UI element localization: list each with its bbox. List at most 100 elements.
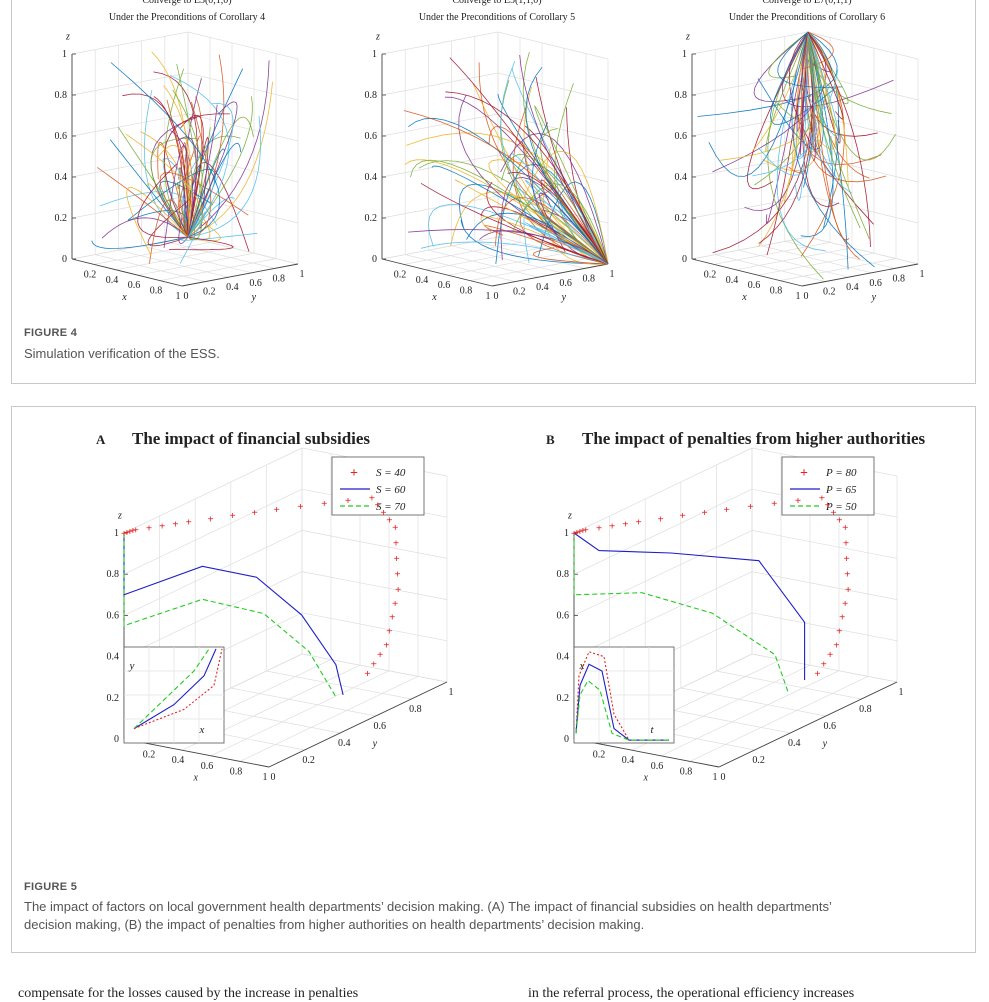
figure-5-marker-high: +: [133, 524, 139, 536]
figure-4-trajectory: [807, 31, 896, 161]
figure-5-panel-A-z-tick-label: 0: [114, 734, 119, 745]
figure-5-panel-B-z-tick-label: 0.2: [557, 693, 570, 704]
figure-4-trajectory: [807, 31, 849, 105]
figure-4-x-tick-label: 0.6: [438, 280, 451, 291]
figure-5-inset-curve: [575, 663, 669, 741]
figure-5-curve-medium: [573, 532, 806, 680]
figure-4-trajectory: [458, 183, 609, 265]
figure-4-panel-1: Converge to E3(0,1,0) Under the Precondit…: [55, 0, 305, 303]
figure-4-trajectory: [122, 93, 189, 238]
figure-5-panel-A-z-tick-label: 0.4: [107, 652, 120, 663]
figure-4-z-axis-label: z: [375, 32, 380, 43]
figure-4-trajectory: [501, 154, 609, 265]
figure-4-trajectory: [783, 31, 809, 203]
figure-5-panel-A-z-axis-label: z: [117, 511, 122, 522]
figure-5-marker-high: +: [771, 498, 777, 510]
figure-4-grid-line: [71, 154, 189, 178]
figure-4-x-tick-label: 0.8: [770, 286, 783, 297]
figure-4-z-tick-label: 0.4: [675, 172, 688, 183]
figure-4-z-tick-label: 1: [682, 49, 687, 60]
figure-5-legend-label: S = 40: [376, 467, 406, 479]
figure-4-z-axis-label: z: [685, 32, 690, 43]
figure-5-panel-A-z-tick-label: 1: [114, 528, 119, 539]
figure-4-grid-line: [95, 254, 206, 282]
figure-5-panel-A-grid-line: [266, 670, 412, 700]
figure-4-trajectory: [101, 217, 189, 239]
figure-5-marker-high: +: [825, 500, 831, 512]
figure-4-y-tick-label: 1: [920, 269, 925, 280]
figure-5-panel-A-grid-line: [301, 612, 448, 642]
figure-5-panel-B-y-tick-label: 0.2: [752, 755, 765, 766]
figure-4-trajectory: [187, 198, 211, 241]
figure-4-trajectory: [163, 85, 193, 238]
figure-4-trajectory: [799, 31, 809, 155]
figure-4-grid-line: [691, 236, 809, 260]
figure-4-caption: Simulation verification of the ESS.: [24, 346, 220, 361]
figure-4-y-tick-label: 0.6: [559, 278, 572, 289]
figure-4-y-axis: [801, 263, 919, 287]
figure-4-grid-line: [807, 236, 919, 265]
figure-5-legend-label: P = 50: [825, 501, 857, 513]
figure-4-trajectory: [187, 81, 273, 238]
figure-5-marker-high: +: [386, 514, 392, 526]
figure-5-marker-high: +: [172, 519, 178, 531]
figure-4-grid-line: [715, 254, 826, 282]
figure-4-grid-line: [118, 249, 229, 278]
figure-5-panel-A-x-tick-label: 0.6: [201, 761, 214, 772]
figure-4-y-axis: [491, 263, 609, 287]
figure-4-trajectory: [110, 62, 221, 238]
figure-5-marker-high: +: [383, 639, 389, 651]
figure-5-marker-high: +: [577, 526, 583, 538]
figure-5-inset-ylabel: x: [579, 660, 585, 672]
figure-5-marker-high: +: [369, 492, 375, 504]
figure-4-trajectory: [791, 31, 875, 268]
figure-5-panel-B-y-tick-label: 0: [721, 772, 726, 783]
figure-4-z-tick-label: 0.4: [55, 172, 68, 183]
figure-5-marker-high: +: [583, 524, 589, 536]
figure-4-grid-line: [497, 72, 609, 101]
figure-4-panel-title: Converge to E3(0,1,0): [142, 0, 231, 6]
figure-4-grid-line: [164, 241, 275, 269]
figure-4-y-tick-label: 0.8: [893, 273, 906, 284]
figure-5-marker-high: +: [121, 528, 127, 540]
figure-5-legend-label: P = 65: [825, 484, 857, 496]
figure-5-panel-B-z-tick-label: 0: [564, 734, 569, 745]
figure-4-grid-line: [497, 113, 609, 142]
figure-4-x-tick-label: 1: [176, 291, 181, 302]
figure-4-grid-line: [187, 72, 299, 101]
figure-4-trajectory: [403, 110, 609, 265]
figure-4-trajectory: [776, 31, 826, 251]
figure-4-y-tick-label: 0.4: [226, 282, 239, 293]
figure-4-trajectory: [126, 187, 189, 256]
figure-4-trajectory: [511, 183, 609, 265]
figure-4-trajectory: [528, 225, 609, 265]
figure-4-z-tick-label: 1: [62, 49, 67, 60]
figure-4-trajectory: [807, 31, 837, 150]
figure-5-marker-high: +: [251, 507, 257, 519]
figure-5-marker-high: +: [795, 495, 801, 507]
figure-4-grid-line: [784, 241, 895, 269]
figure-5-marker-high: +: [375, 500, 381, 512]
figure-4-trajectory: [758, 31, 814, 244]
figure-5-panel-title: The impact of penalties from higher auth…: [582, 429, 926, 448]
figure-5-marker-high: +: [386, 626, 392, 638]
figure-4-trajectory: [151, 51, 190, 238]
figure-4-z-tick-label: 0.8: [55, 90, 68, 101]
figure-5-marker-high: +: [842, 522, 848, 534]
figure-4-trajectory: [753, 31, 812, 103]
figure-4-trajectory: [460, 219, 609, 265]
figure-4-x-tick-label: 0.8: [460, 286, 473, 297]
figure-5-panel-A-x-axis-label: x: [193, 772, 199, 783]
figure-5-panel-B-grid-line: [751, 571, 898, 600]
figure-5-panel-A-y-tick-label: 0.2: [302, 755, 315, 766]
figure-4-z-tick-label: 0: [62, 254, 67, 265]
figure-5-panel-A-grid-line: [123, 571, 303, 657]
figure-5-panel-B-y-tick-label: 0.4: [788, 738, 801, 749]
figure-5-panel-B: B The impact of penalties from higher aut…: [546, 429, 926, 783]
figure-4-panel-subtitle: Under the Preconditions of Corollary 6: [729, 12, 885, 23]
figure-4-grid-line: [497, 31, 609, 60]
figure-5-panel-A-grid-line: [301, 653, 448, 683]
figure-5-inset-xlabel: x: [199, 724, 205, 736]
figure-4-trajectory: [747, 31, 809, 190]
figure-4-x-tick-label: 1: [796, 291, 801, 302]
